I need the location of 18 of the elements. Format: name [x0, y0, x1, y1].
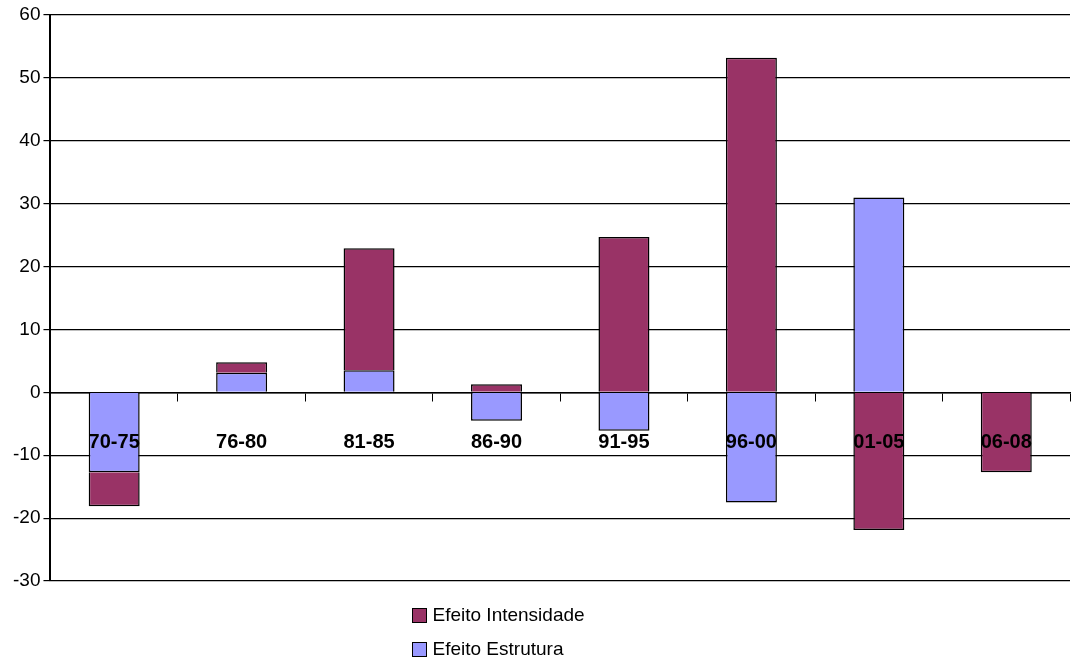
legend-label: Efeito Intensidade — [432, 604, 585, 626]
y-tick-label: 50 — [19, 66, 41, 88]
x-tick-label: 86-90 — [470, 429, 523, 452]
x-tick-label: 81-85 — [343, 429, 395, 452]
y-tick-label: 40 — [19, 129, 41, 151]
y-tick-label: -20 — [12, 506, 41, 528]
y-tick-label: 20 — [19, 254, 41, 276]
y-tick-label: 30 — [19, 191, 41, 213]
y-tick-label: 0 — [29, 380, 41, 402]
y-tick-label: 60 — [19, 3, 41, 25]
x-tick-label: 06-08 — [980, 429, 1032, 452]
y-tick-label: 10 — [19, 317, 41, 339]
y-tick-label: -10 — [12, 443, 41, 465]
x-tick-label: 91-95 — [598, 429, 650, 452]
y-tick-label: -30 — [12, 569, 41, 591]
x-tick-label: 76-80 — [216, 429, 268, 452]
x-tick-label: 96-00 — [725, 429, 777, 452]
legend-label: Efeito Estrutura — [432, 638, 564, 660]
